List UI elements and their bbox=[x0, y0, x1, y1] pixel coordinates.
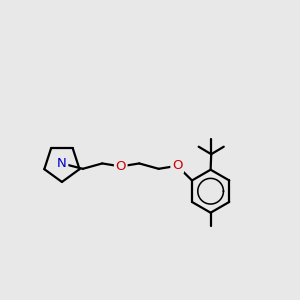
Text: O: O bbox=[172, 159, 182, 172]
Text: N: N bbox=[57, 157, 67, 170]
Text: O: O bbox=[116, 160, 126, 173]
